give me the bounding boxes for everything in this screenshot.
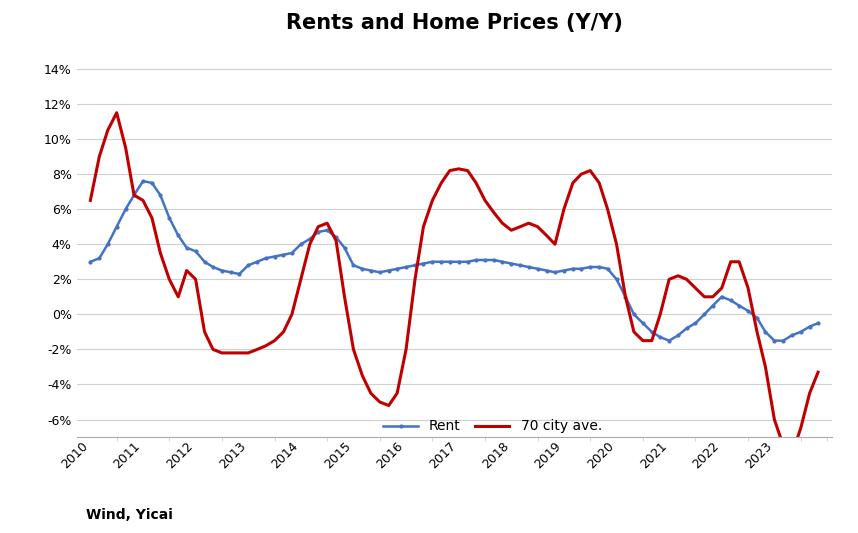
70 city ave. xyxy=(85,197,95,204)
70 city ave. xyxy=(681,276,692,282)
Rent xyxy=(94,255,105,262)
70 city ave. xyxy=(454,166,464,172)
70 city ave. xyxy=(94,154,105,160)
70 city ave. xyxy=(647,337,657,344)
Title: Rents and Home Prices (Y/Y): Rents and Home Prices (Y/Y) xyxy=(287,13,623,33)
Rent xyxy=(647,329,657,335)
Rent xyxy=(691,320,701,326)
Rent xyxy=(129,192,139,198)
70 city ave. xyxy=(787,451,797,458)
Rent xyxy=(419,260,429,266)
Rent xyxy=(664,337,674,344)
70 city ave. xyxy=(419,223,429,230)
Rent xyxy=(85,259,95,265)
Rent xyxy=(813,320,823,326)
Line: 70 city ave.: 70 city ave. xyxy=(90,113,818,455)
70 city ave. xyxy=(138,197,148,204)
Text: Wind, Yicai: Wind, Yicai xyxy=(86,508,172,522)
70 city ave. xyxy=(813,369,823,375)
Rent xyxy=(138,178,148,184)
Rent xyxy=(454,259,464,265)
70 city ave. xyxy=(112,110,122,116)
Legend: Rent, 70 city ave.: Rent, 70 city ave. xyxy=(378,414,607,439)
Line: Rent: Rent xyxy=(89,180,819,342)
